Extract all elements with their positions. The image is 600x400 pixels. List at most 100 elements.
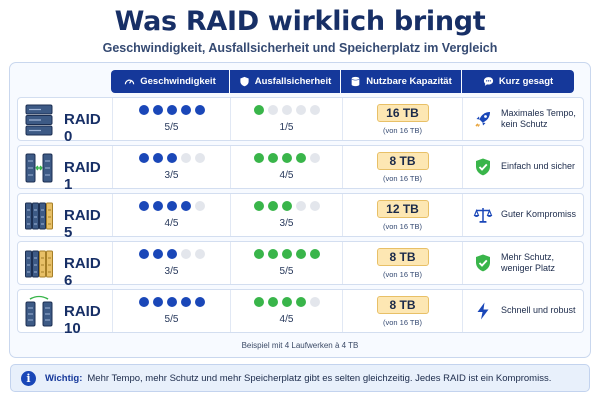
safety-rating-dot <box>267 105 278 115</box>
capacity-total: (von 16 TB) <box>382 318 423 327</box>
summary-text: Einfach und sicher <box>501 161 576 172</box>
safety-rating-dot <box>253 249 264 259</box>
speed-rating-dot <box>166 297 177 307</box>
cell-summary: Einfach und sicher <box>462 146 585 188</box>
speed-rating <box>113 105 230 115</box>
safety-rating-dot <box>281 105 292 115</box>
safety-rating-dot <box>281 249 292 259</box>
speed-rating-dot <box>138 249 149 259</box>
safety-rating-dot <box>253 153 264 163</box>
cell-capacity: 16 TB (von 16 TB) <box>342 98 462 140</box>
info-icon: i <box>21 371 36 386</box>
header-summary-label: Kurz gesagt <box>498 76 554 87</box>
speed-rating-dot <box>194 201 205 211</box>
cell-name: RAID 6 <box>18 242 112 289</box>
important-note-banner: i Wichtig: Mehr Tempo, mehr Schutz und m… <box>10 364 590 392</box>
cell-speed: 4/5 <box>112 194 230 236</box>
capacity-total: (von 16 TB) <box>382 222 423 231</box>
speed-rating-dot <box>166 153 177 163</box>
speed-rating-dot <box>194 249 205 259</box>
header-capacity-label: Nutzbare Kapazität <box>366 76 452 87</box>
raid5-drives-icon <box>25 199 53 233</box>
cell-safety: 3/5 <box>230 194 342 236</box>
cell-summary: Guter Kompromiss <box>462 194 585 236</box>
speed-rating-dot <box>180 153 191 163</box>
cell-safety: 5/5 <box>230 242 342 284</box>
cell-name: RAID 10 <box>18 290 112 337</box>
shield-icon <box>240 76 249 87</box>
safety-rating-dot <box>309 153 320 163</box>
safety-score: 3/5 <box>279 218 294 229</box>
speed-rating <box>113 249 230 259</box>
cell-capacity: 12 TB (von 16 TB) <box>342 194 462 236</box>
cell-summary: Schnell und robust <box>462 290 585 332</box>
safety-rating-dot <box>295 249 306 259</box>
safety-rating-dot <box>309 249 320 259</box>
safety-rating-dot <box>267 153 278 163</box>
header-safety-label: Ausfallsicherheit <box>254 76 332 87</box>
speed-rating-dot <box>180 201 191 211</box>
safety-rating-dot <box>295 201 306 211</box>
safety-score: 5/5 <box>279 266 294 277</box>
summary-text: Schnell und robust <box>501 305 576 316</box>
speed-rating-dot <box>194 105 205 115</box>
raid-level-name: RAID 0 <box>64 111 101 145</box>
speed-rating <box>113 297 230 307</box>
safety-rating-dot <box>281 153 292 163</box>
speed-rating-dot <box>152 153 163 163</box>
safety-rating <box>231 201 342 211</box>
speed-rating-dot <box>152 249 163 259</box>
summary-text: Guter Kompromiss <box>501 209 577 220</box>
safety-rating-dot <box>267 201 278 211</box>
capacity-value: 12 TB <box>376 200 429 218</box>
speed-rating-dot <box>166 105 177 115</box>
safety-rating-dot <box>267 249 278 259</box>
raid-level-name: RAID 6 <box>64 255 101 289</box>
capacity-value: 16 TB <box>376 104 429 122</box>
cell-safety: 1/5 <box>230 98 342 140</box>
speed-rating <box>113 153 230 163</box>
speed-rating-dot <box>138 297 149 307</box>
safety-rating-dot <box>295 105 306 115</box>
lightning-icon <box>473 301 493 321</box>
speedometer-icon <box>125 79 135 85</box>
safety-rating <box>231 249 342 259</box>
capacity-total: (von 16 TB) <box>382 270 423 279</box>
speed-rating-dot <box>194 297 205 307</box>
scale-icon <box>473 205 493 225</box>
safety-rating-dot <box>295 153 306 163</box>
raid-level-name: RAID 10 <box>64 303 101 337</box>
speed-score: 3/5 <box>164 266 179 277</box>
cell-capacity: 8 TB (von 16 TB) <box>342 290 462 332</box>
cell-speed: 3/5 <box>112 146 230 188</box>
speed-rating-dot <box>138 153 149 163</box>
raid-level-name: RAID 1 <box>64 159 101 193</box>
raid6-drives-icon <box>25 247 53 281</box>
raid-row: RAID 0 5/5 1/5 16 TB (von 16 TB) Maximale… <box>17 97 585 145</box>
note-text: Mehr Tempo, mehr Schutz und mehr Speiche… <box>87 372 552 384</box>
cell-speed: 5/5 <box>112 98 230 140</box>
speed-rating-dot <box>166 201 177 211</box>
header-safety: Ausfallsicherheit <box>230 70 340 93</box>
page-subtitle: Geschwindigkeit, Ausfallsicherheit und S… <box>102 41 498 55</box>
raid0-stack-icon <box>25 103 53 137</box>
speed-rating-dot <box>138 105 149 115</box>
capacity-value: 8 TB <box>376 296 429 314</box>
header-speed-label: Geschwindigkeit <box>140 76 216 87</box>
cell-name: RAID 5 <box>18 194 112 241</box>
speed-rating-dot <box>180 297 191 307</box>
cell-name: RAID 1 <box>18 146 112 193</box>
safety-rating <box>231 153 342 163</box>
speed-rating-dot <box>138 201 149 211</box>
shield-check-icon <box>473 157 493 177</box>
safety-score: 1/5 <box>279 122 294 133</box>
cell-summary: Maximales Tempo, kein Schutz <box>462 98 585 140</box>
safety-rating-dot <box>253 105 264 115</box>
capacity-total: (von 16 TB) <box>382 126 423 135</box>
database-icon <box>351 76 360 87</box>
capacity-value: 8 TB <box>376 152 429 170</box>
capacity-value: 8 TB <box>376 248 429 266</box>
safety-rating-dot <box>281 297 292 307</box>
footnote: Beispiel mit 4 Laufwerken à 4 TB <box>241 341 359 350</box>
speed-rating-dot <box>194 153 205 163</box>
